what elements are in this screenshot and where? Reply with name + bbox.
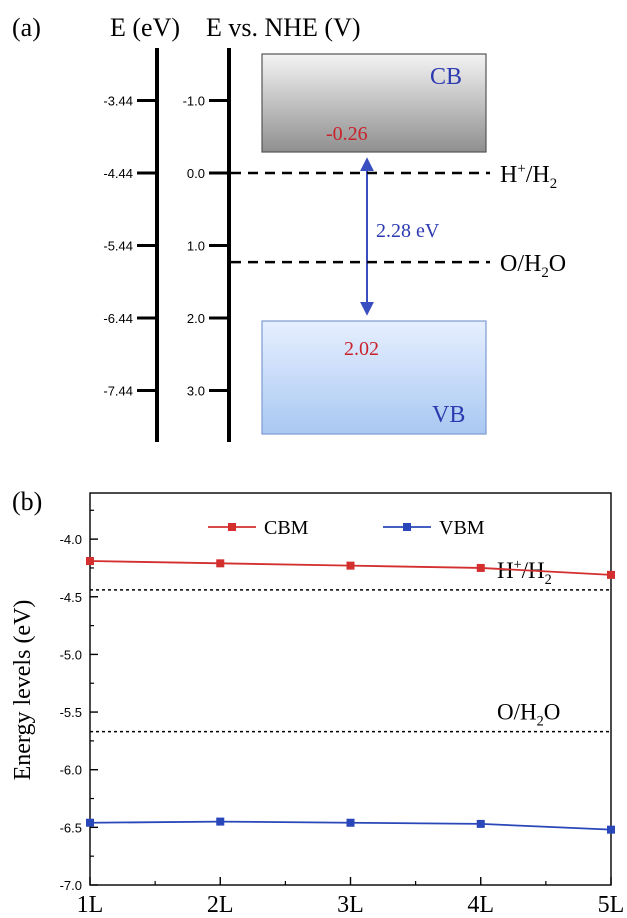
x-tick-label: 5L xyxy=(598,892,625,918)
legend: CBM VBM xyxy=(208,517,485,539)
x-tick-label: 4L xyxy=(467,892,494,918)
y-tick-label: -4.0 xyxy=(60,532,82,547)
right-axis-tick-label: -1.0 xyxy=(183,94,205,109)
left-axis-tick-label: -4.44 xyxy=(103,166,133,181)
y-tick-label: -6.5 xyxy=(60,820,82,835)
x-tick-label: 2L xyxy=(207,892,234,918)
left-axis-tick-label: -6.44 xyxy=(103,311,133,326)
conduction-band-box xyxy=(261,53,487,153)
data-point-vbm xyxy=(607,825,615,834)
right-axis-tick-label: 0.0 xyxy=(187,166,205,181)
data-point-vbm xyxy=(216,817,225,826)
y-tick-label: -5.0 xyxy=(60,647,82,662)
right-axis-tick-label: 3.0 xyxy=(187,384,205,399)
y-tick-label: -6.0 xyxy=(60,763,82,778)
left-axis-tick-label: -5.44 xyxy=(103,239,133,254)
data-point-cbm xyxy=(216,559,225,568)
redox-label: H+/H2 xyxy=(497,557,552,588)
panel-a-label: (a) xyxy=(12,13,41,42)
axis-left-title: E (eV) xyxy=(110,13,180,42)
panel-b-line-chart: (b) Energy levels (eV) -7.0-6.5-6.0-5.5-… xyxy=(10,487,624,918)
cb-value-label: -0.26 xyxy=(326,123,368,145)
data-point-vbm xyxy=(476,819,485,828)
redox-label: O/H2O xyxy=(500,251,566,281)
legend-marker xyxy=(228,523,236,531)
data-point-cbm xyxy=(476,563,485,572)
cb-label: CB xyxy=(430,64,462,90)
data-point-vbm xyxy=(86,818,94,827)
data-point-cbm xyxy=(346,561,355,570)
legend-label: CBM xyxy=(264,517,309,539)
legend-marker xyxy=(403,523,411,531)
panel-b-axes: -7.0 -6.5 -6.0 -5.5 -5.0 -4.5 -4.0 1L 2L 3L 4L 5L xyxy=(60,509,625,918)
panel-b-label: (b) xyxy=(12,487,42,516)
panel-b-series xyxy=(86,557,615,834)
redox-label: H+/H2 xyxy=(500,161,557,192)
y-axis-label: Energy levels (eV) xyxy=(10,600,36,781)
panel-a-redox-lines: H+/H2 O/H2O xyxy=(231,161,566,281)
band-gap-label: 2.28 eV xyxy=(376,220,440,242)
right-axis-tick-label: 2.0 xyxy=(187,311,205,326)
legend-label: VBM xyxy=(439,517,485,539)
panel-a-band-diagram: (a) E (eV) E vs. NHE (V) -3.44 -1.0 -4.44 0… xyxy=(12,13,566,442)
left-axis-tick-label: -7.44 xyxy=(103,384,133,399)
data-point-cbm xyxy=(86,557,94,566)
panel-a-ticks: -3.44 -1.0 -4.44 0.0 -5.44 1.0 -6.44 2.0 -7.44 3.… xyxy=(103,94,229,399)
data-point-cbm xyxy=(607,570,615,579)
panel-b-reference-lines: H+/H2 O/H2O xyxy=(90,557,611,733)
x-tick-label: 3L xyxy=(337,892,364,918)
vb-value-label: 2.02 xyxy=(344,338,379,360)
data-point-vbm xyxy=(346,818,355,827)
redox-label: O/H2O xyxy=(497,700,560,730)
x-tick-label: 1L xyxy=(77,892,104,918)
right-axis-tick-label: 1.0 xyxy=(187,239,205,254)
axis-right-title: E vs. NHE (V) xyxy=(206,13,361,42)
y-tick-label: -7.0 xyxy=(60,878,82,893)
vb-label: VB xyxy=(432,402,465,428)
y-tick-label: -4.5 xyxy=(60,590,82,605)
y-tick-label: -5.5 xyxy=(60,705,82,720)
valence-band-box xyxy=(261,320,487,435)
left-axis-tick-label: -3.44 xyxy=(103,94,133,109)
